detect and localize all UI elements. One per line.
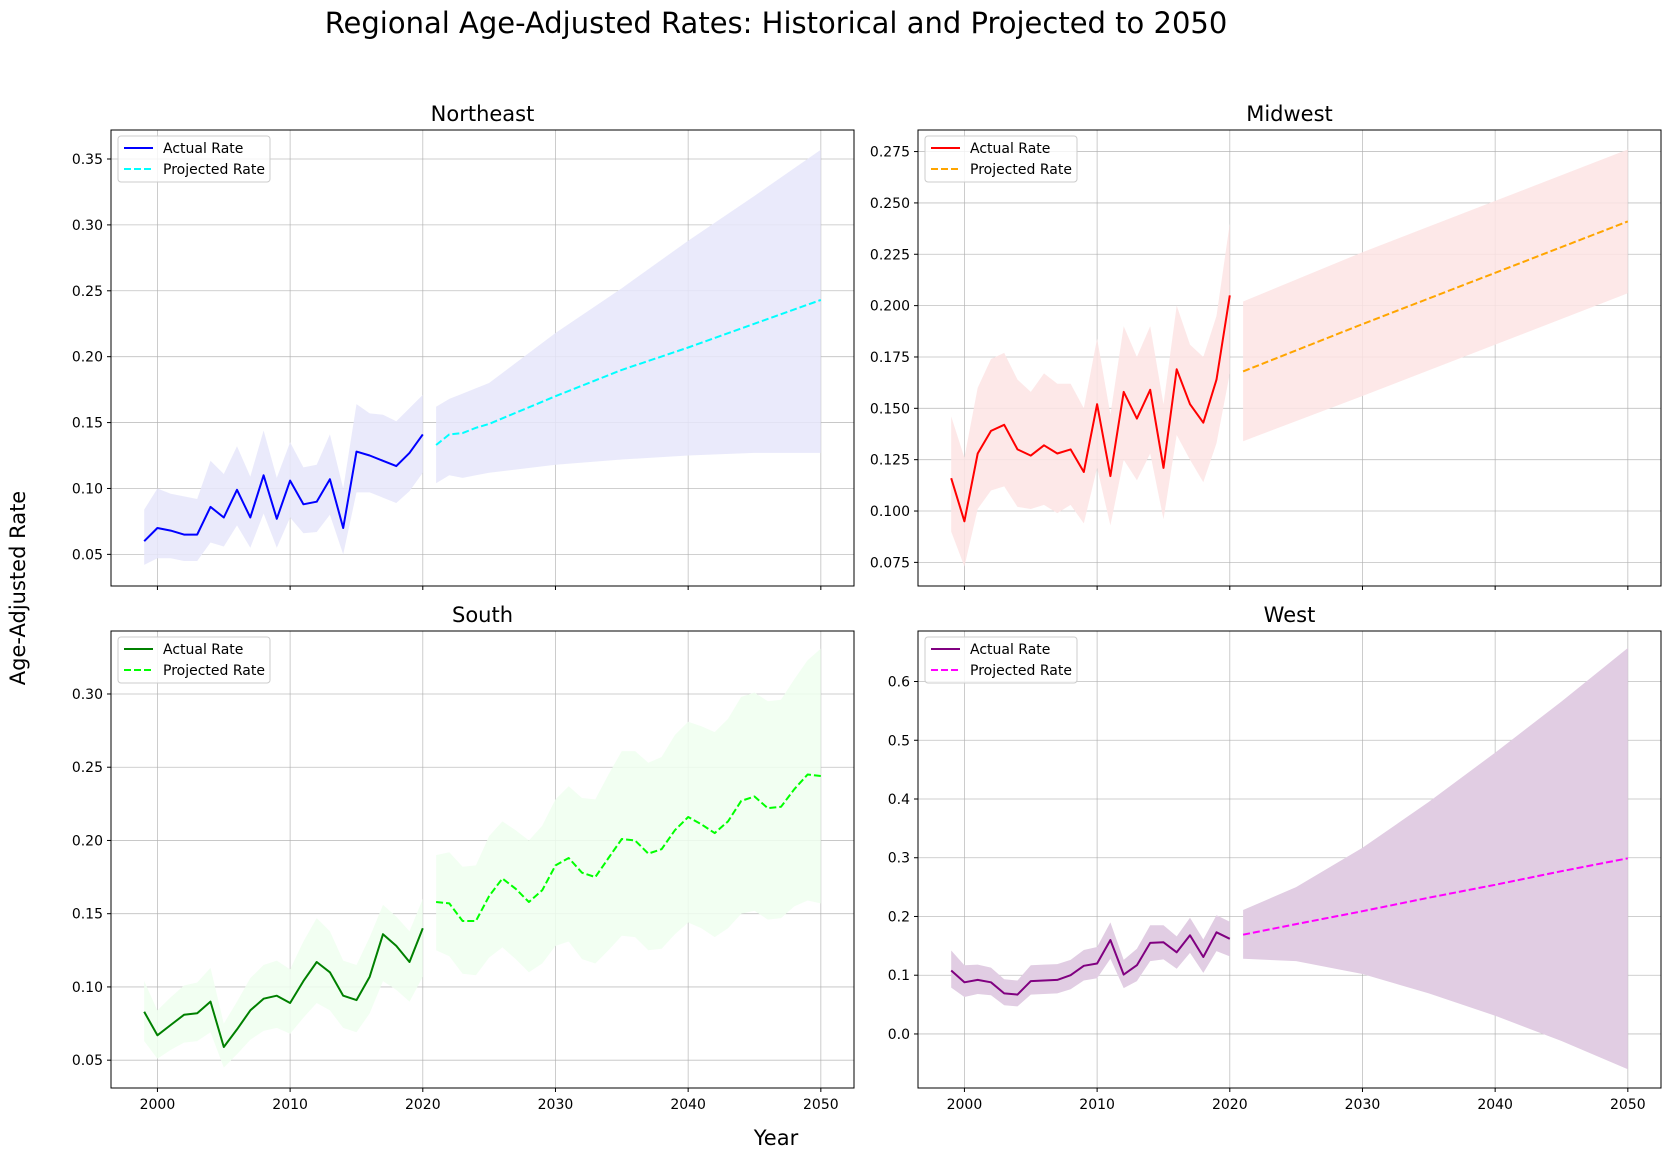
y-tick-label: 0.20	[72, 833, 103, 849]
panel-northeast: 0.05 0.10 0.15 0.20 0.25 0.30 0.35 Northeast Act…	[72, 102, 855, 590]
y-tick-label: 0.20	[72, 350, 103, 366]
y-tick-label: 0.6	[888, 675, 910, 691]
projected-confidence-band	[1243, 648, 1628, 1070]
y-tick-label: 0.30	[72, 687, 103, 703]
y-tick-label: 0.35	[72, 152, 103, 168]
y-tick-label: 0.1	[888, 968, 910, 984]
axes-frame	[110, 129, 855, 587]
y-tick-label: 0.10	[72, 481, 103, 497]
projected-rate-line	[1242, 220, 1629, 373]
axes-frame	[917, 630, 1662, 1089]
panel-west: 0.0 0.1 0.2 0.3 0.4 0.5 0.6 2000 2010 2020 2030 204…	[888, 603, 1662, 1113]
actual-confidence-band	[144, 899, 423, 1068]
legend-actual-label: Actual Rate	[163, 141, 243, 157]
figure-title: Regional Age-Adjusted Rates: Historical …	[325, 6, 1228, 40]
y-tick-label: 0.250	[870, 196, 910, 212]
x-tick-label: 2040	[1477, 1097, 1513, 1113]
actual-rate-line	[143, 433, 424, 542]
legend-actual-label: Actual Rate	[970, 642, 1050, 658]
y-tick-label: 0.100	[870, 504, 910, 520]
panel-title: Northeast	[431, 102, 535, 126]
x-tick-label: 2000	[947, 1097, 983, 1113]
y-tick-label: 0.2	[888, 909, 910, 925]
y-tick-label: 0.075	[870, 555, 910, 571]
x-tick-label: 2020	[405, 1097, 441, 1113]
x-tick-label: 2000	[140, 1097, 176, 1113]
legend-projected-label: Projected Rate	[970, 663, 1072, 679]
x-tick-label: 2030	[1345, 1097, 1381, 1113]
y-tick-label: 0.150	[870, 401, 910, 417]
actual-rate-line	[950, 931, 1231, 996]
plot-area	[111, 631, 854, 1088]
legend: Actual Rate Projected Rate	[924, 636, 1078, 684]
x-tick-label: 2050	[803, 1097, 839, 1113]
legend: Actual Rate Projected Rate	[117, 636, 271, 684]
legend: Actual Rate Projected Rate	[924, 135, 1078, 183]
actual-confidence-band	[951, 915, 1230, 1007]
legend-actual-label: Actual Rate	[163, 642, 243, 658]
legend-box	[117, 135, 271, 183]
y-tick-label: 0.25	[72, 284, 103, 300]
y-axis-label: Age-Adjusted Rate	[6, 491, 30, 685]
panel-title: West	[1264, 603, 1316, 627]
legend-box	[924, 636, 1078, 684]
actual-rate-line	[950, 295, 1231, 523]
y-tick-label: 0.15	[72, 907, 103, 923]
y-tick-label: 0.25	[72, 760, 103, 776]
projected-confidence-band	[436, 149, 821, 484]
legend: Actual Rate Projected Rate	[117, 135, 271, 183]
axes-frame	[110, 630, 855, 1089]
projected-rate-line	[435, 299, 822, 446]
panel-title: Midwest	[1246, 102, 1333, 126]
x-tick-label: 2020	[1212, 1097, 1248, 1113]
y-tick-label: 0.5	[888, 733, 910, 749]
plot-area	[111, 130, 854, 586]
legend-actual-label: Actual Rate	[970, 141, 1050, 157]
panel-south: 0.05 0.10 0.15 0.20 0.25 0.30 2000 2010 2020 2030…	[72, 603, 855, 1113]
legend-projected-label: Projected Rate	[163, 663, 265, 679]
y-tick-label: 0.200	[870, 299, 910, 315]
y-tick-label: 0.0	[888, 1027, 910, 1043]
y-tick-label: 0.15	[72, 416, 103, 432]
y-tick-label: 0.4	[888, 792, 910, 808]
y-tick-label: 0.05	[72, 547, 103, 563]
x-tick-label: 2030	[538, 1097, 574, 1113]
plot-area	[918, 130, 1661, 586]
panel-title: South	[452, 603, 513, 627]
x-tick-label: 2010	[272, 1097, 308, 1113]
y-tick-label: 0.10	[72, 980, 103, 996]
y-tick-label: 0.125	[870, 453, 910, 469]
x-tick-label: 2010	[1079, 1097, 1115, 1113]
legend-projected-label: Projected Rate	[970, 162, 1072, 178]
projected-confidence-band	[436, 648, 821, 976]
projected-rate-line	[435, 773, 821, 922]
actual-confidence-band	[144, 394, 423, 565]
y-tick-label: 0.05	[72, 1053, 103, 1069]
projected-rate-line	[1242, 857, 1628, 936]
axes-frame	[917, 129, 1662, 587]
x-tick-label: 2040	[670, 1097, 706, 1113]
x-tick-label: 2050	[1610, 1097, 1646, 1113]
legend-box	[924, 135, 1078, 183]
legend-box	[117, 636, 271, 684]
y-tick-label: 0.275	[870, 145, 910, 161]
y-tick-label: 0.30	[72, 218, 103, 234]
x-axis-label: Year	[753, 1126, 799, 1150]
plot-area	[918, 631, 1661, 1088]
legend-projected-label: Projected Rate	[163, 162, 265, 178]
panel-midwest: 0.075 0.100 0.125 0.150 0.175 0.200 0.225 0.250…	[870, 102, 1662, 590]
actual-confidence-band	[951, 223, 1230, 567]
y-tick-label: 0.175	[870, 350, 910, 366]
y-tick-label: 0.225	[870, 247, 910, 263]
y-tick-label: 0.3	[888, 851, 910, 867]
actual-rate-line	[143, 927, 424, 1048]
